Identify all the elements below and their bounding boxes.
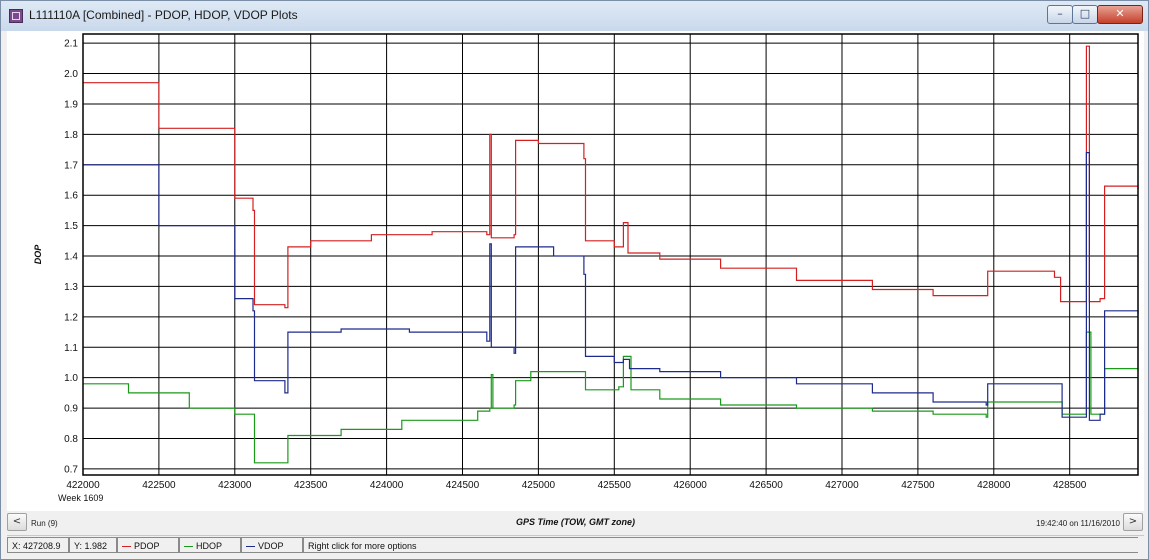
x-tick-label: 428000 (977, 480, 1011, 491)
series-line-hdop (83, 331, 1138, 464)
series-line-pdop (83, 45, 1139, 309)
next-run-button[interactable]: > (1123, 513, 1143, 531)
x-tick-label: 422000 (66, 480, 100, 491)
close-button[interactable]: ✕ (1097, 5, 1143, 24)
run-timestamp: 19:42:40 on 11/16/2010 (1036, 519, 1120, 528)
y-tick-label: 1.9 (64, 99, 78, 110)
x-tick-label: 428500 (1053, 480, 1087, 491)
chart-series (83, 45, 1139, 464)
cursor-y-readout: Y: 1.982 (69, 537, 117, 553)
x-tick-label: 422500 (142, 480, 176, 491)
chart-grid (82, 34, 1138, 475)
y-tick-label: 0.9 (64, 404, 78, 415)
y-tick-label: 2.0 (64, 69, 78, 80)
y-tick-label: 1.6 (64, 191, 78, 202)
window-title: L111110A [Combined] - PDOP, HDOP, VDOP P… (29, 8, 298, 22)
hdop-swatch-icon (184, 546, 193, 548)
y-tick-label: 2.1 (64, 39, 78, 50)
y-tick-label: 1.5 (64, 221, 78, 232)
y-tick-label: 0.7 (64, 464, 78, 475)
status-hint: Right click for more options (303, 537, 1138, 553)
vdop-swatch-icon (246, 546, 255, 548)
x-tick-label: 427500 (901, 480, 935, 491)
chart-ticks: 0.7 0.8 0.9 1.0 1.1 1.2 1.3 1.4 1.5 1.6 1.7 1.8 1.9 2… (64, 39, 1087, 491)
x-tick-label: 426000 (674, 480, 708, 491)
x-tick-label: 427000 (825, 480, 859, 491)
series-line-vdop (83, 152, 1139, 421)
app-icon (9, 9, 23, 23)
x-axis-week-label: Week 1609 (58, 493, 103, 503)
minimize-button[interactable]: – (1047, 5, 1073, 24)
title-bar[interactable]: L111110A [Combined] - PDOP, HDOP, VDOP P… (1, 1, 1148, 31)
y-tick-label: 1.7 (64, 160, 78, 171)
dop-chart[interactable]: 0.7 0.8 0.9 1.0 1.1 1.2 1.3 1.4 1.5 1.6 1.7 1.8 1.9 2… (7, 31, 1144, 511)
x-tick-label: 425000 (522, 480, 556, 491)
legend-pdop[interactable]: PDOP (117, 537, 179, 553)
y-tick-label: 1.4 (64, 252, 78, 263)
plot-frame (82, 33, 1139, 476)
y-axis-title: DOP (33, 244, 43, 265)
x-tick-label: 424000 (370, 480, 404, 491)
y-tick-label: 1.2 (64, 312, 78, 323)
legend-vdop-label: VDOP (258, 541, 284, 551)
run-label: Run (9) (31, 519, 58, 528)
x-tick-label: 426500 (749, 480, 783, 491)
legend-hdop-label: HDOP (196, 541, 223, 551)
x-tick-label: 423500 (294, 480, 328, 491)
x-tick-label: 425500 (598, 480, 632, 491)
y-tick-label: 1.0 (64, 373, 78, 384)
y-tick-label: 1.8 (64, 130, 78, 141)
legend-vdop[interactable]: VDOP (241, 537, 303, 553)
navigation-bar: < Run (9) GPS Time (TOW, GMT zone) 19:42… (7, 511, 1144, 533)
maximize-button[interactable]: □ (1072, 5, 1098, 24)
previous-run-button[interactable]: < (7, 513, 27, 531)
legend-hdop[interactable]: HDOP (179, 537, 241, 553)
pdop-swatch-icon (122, 546, 131, 548)
legend-pdop-label: PDOP (134, 541, 160, 551)
status-bar: X: 427208.9 Y: 1.982 PDOP HDOP VDOP Righ… (7, 535, 1144, 555)
y-tick-label: 1.3 (64, 282, 78, 293)
x-axis-title: GPS Time (TOW, GMT zone) (515, 517, 635, 527)
y-tick-label: 1.1 (64, 343, 78, 354)
x-tick-label: 423000 (218, 480, 252, 491)
x-tick-label: 424500 (446, 480, 480, 491)
y-tick-label: 0.8 (64, 434, 78, 445)
cursor-x-readout: X: 427208.9 (7, 537, 69, 553)
dop-chart-panel[interactable]: 0.7 0.8 0.9 1.0 1.1 1.2 1.3 1.4 1.5 1.6 1.7 1.8 1.9 2… (7, 31, 1144, 511)
